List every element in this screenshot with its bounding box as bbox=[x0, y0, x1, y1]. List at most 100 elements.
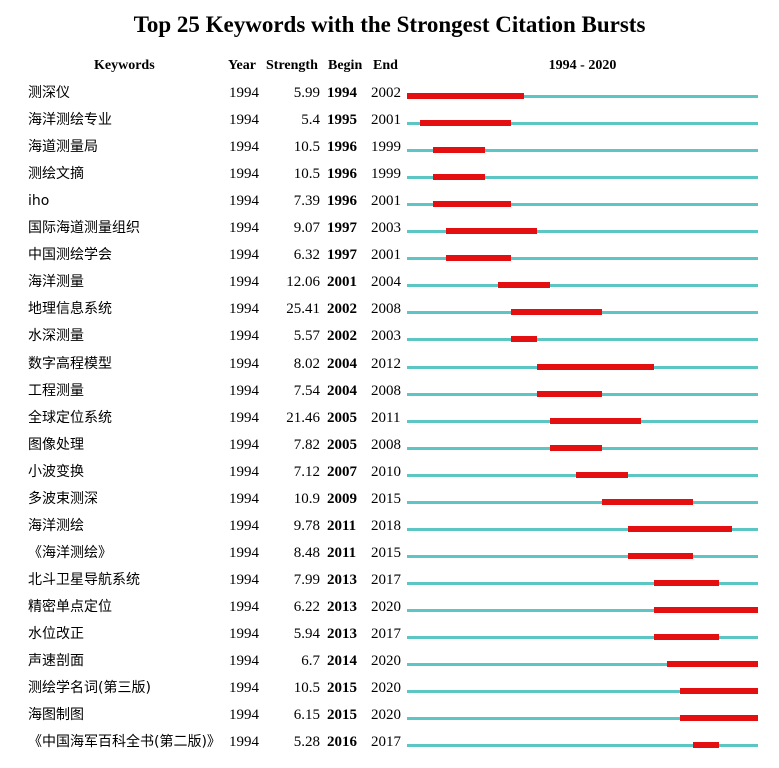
burst-bar bbox=[654, 634, 719, 640]
begin-cell: 2004 bbox=[327, 355, 357, 372]
year-cell: 1994 bbox=[229, 734, 259, 751]
timeline-track bbox=[407, 554, 758, 558]
end-cell: 2017 bbox=[371, 626, 401, 642]
header-keywords: Keywords bbox=[94, 58, 155, 73]
begin-cell: 2011 bbox=[327, 517, 357, 534]
begin-cell: 1997 bbox=[327, 220, 357, 237]
keyword-cell: 《中国海军百科全书(第二版)》 bbox=[28, 734, 221, 751]
burst-bar bbox=[628, 525, 732, 532]
begin-cell: 2001 bbox=[327, 274, 357, 291]
begin-cell: 1997 bbox=[327, 247, 357, 264]
strength-cell: 5.94 bbox=[293, 626, 320, 642]
table-row: 全球定位系统 1994 21.46 2005 2011 bbox=[0, 405, 779, 432]
table-row: 小波变换 1994 7.12 2007 2010 bbox=[0, 459, 779, 486]
header-strength: Strength bbox=[266, 58, 318, 73]
keyword-cell: 水深测量 bbox=[28, 328, 84, 345]
table-row: 测绘文摘 1994 10.5 1996 1999 bbox=[0, 161, 779, 188]
timeline-track bbox=[407, 744, 758, 748]
end-cell: 2017 bbox=[371, 734, 401, 751]
end-cell: 2002 bbox=[371, 85, 401, 101]
burst-bar bbox=[537, 390, 602, 397]
end-cell: 2008 bbox=[371, 436, 401, 453]
timeline-track bbox=[407, 527, 758, 531]
keyword-cell: 中国测绘学会 bbox=[28, 247, 112, 264]
timeline-track bbox=[407, 338, 758, 342]
keyword-cell: 国际海道测量组织 bbox=[28, 220, 140, 237]
strength-cell: 7.82 bbox=[293, 436, 320, 453]
year-cell: 1994 bbox=[229, 598, 259, 615]
table-row: 《海洋测绘》 1994 8.48 2011 2015 bbox=[0, 540, 779, 567]
burst-bar bbox=[654, 579, 719, 586]
keyword-cell: 海洋测量 bbox=[28, 274, 84, 291]
end-cell: 1999 bbox=[371, 166, 401, 183]
timeline-track bbox=[407, 663, 758, 667]
end-cell: 2017 bbox=[371, 571, 401, 588]
end-cell: 2020 bbox=[371, 653, 401, 670]
keyword-cell: 《海洋测绘》 bbox=[28, 544, 112, 561]
table-row: 声速剖面 1994 6.7 2014 2020 bbox=[0, 648, 779, 675]
year-cell: 1994 bbox=[229, 328, 259, 345]
timeline-track bbox=[407, 717, 758, 721]
begin-cell: 2013 bbox=[327, 626, 357, 642]
table-row: 水位改正 1994 5.94 2013 2017 bbox=[0, 621, 779, 648]
table-row: 中国测绘学会 1994 6.32 1997 2001 bbox=[0, 242, 779, 269]
burst-bar bbox=[407, 93, 524, 99]
timeline-track bbox=[407, 203, 758, 207]
burst-bar bbox=[693, 742, 719, 749]
table-row: 北斗卫星导航系统 1994 7.99 2013 2017 bbox=[0, 567, 779, 594]
keyword-cell: 北斗卫星导航系统 bbox=[28, 571, 140, 588]
strength-cell: 7.39 bbox=[293, 193, 320, 210]
timeline-track bbox=[407, 690, 758, 694]
year-cell: 1994 bbox=[229, 436, 259, 453]
burst-bar bbox=[420, 120, 511, 127]
burst-bar bbox=[498, 282, 550, 289]
burst-bar bbox=[446, 255, 511, 262]
end-cell: 1999 bbox=[371, 139, 401, 156]
end-cell: 2004 bbox=[371, 274, 401, 291]
end-cell: 2003 bbox=[371, 328, 401, 345]
strength-cell: 25.41 bbox=[286, 301, 320, 318]
year-cell: 1994 bbox=[229, 220, 259, 237]
strength-cell: 5.99 bbox=[293, 85, 320, 101]
burst-bar bbox=[511, 336, 537, 343]
year-cell: 1994 bbox=[229, 112, 259, 129]
timeline-track bbox=[407, 230, 758, 234]
table-row: 海洋测绘专业 1994 5.4 1995 2001 bbox=[0, 107, 779, 134]
strength-cell: 7.99 bbox=[293, 571, 320, 588]
begin-cell: 1995 bbox=[327, 112, 357, 129]
begin-cell: 2015 bbox=[327, 680, 357, 697]
timeline-track bbox=[407, 581, 758, 585]
keyword-cell: 海洋测绘 bbox=[28, 517, 84, 534]
burst-bar bbox=[576, 471, 628, 478]
chart-title: Top 25 Keywords with the Strongest Citat… bbox=[133, 12, 646, 37]
burst-bar bbox=[433, 174, 485, 181]
burst-bar bbox=[628, 552, 693, 559]
year-cell: 1994 bbox=[229, 571, 259, 588]
table-row: 多波束测深 1994 10.9 2009 2015 bbox=[0, 486, 779, 513]
table-row: 海洋测绘 1994 9.78 2011 2018 bbox=[0, 513, 779, 540]
strength-cell: 10.5 bbox=[293, 166, 320, 183]
table-row: iho 1994 7.39 1996 2001 bbox=[0, 188, 779, 215]
burst-bar bbox=[602, 498, 693, 505]
timeline-track bbox=[407, 176, 758, 180]
strength-cell: 7.12 bbox=[293, 463, 320, 480]
year-cell: 1994 bbox=[229, 301, 259, 318]
burst-bar bbox=[654, 606, 758, 613]
table-row: 精密单点定位 1994 6.22 2013 2020 bbox=[0, 594, 779, 621]
burst-bar bbox=[446, 228, 537, 235]
begin-cell: 2009 bbox=[327, 490, 357, 507]
strength-cell: 8.48 bbox=[293, 544, 320, 561]
end-cell: 2008 bbox=[371, 301, 401, 318]
strength-cell: 21.46 bbox=[286, 409, 320, 426]
strength-cell: 6.32 bbox=[293, 247, 320, 264]
table-row: 测绘学名词(第三版) 1994 10.5 2015 2020 bbox=[0, 675, 779, 702]
keyword-cell: 工程测量 bbox=[28, 382, 84, 399]
table-row: 国际海道测量组织 1994 9.07 1997 2003 bbox=[0, 215, 779, 242]
begin-cell: 2004 bbox=[327, 382, 357, 399]
header-end: End bbox=[373, 58, 398, 73]
keyword-cell: 地理信息系统 bbox=[28, 301, 112, 318]
strength-cell: 9.07 bbox=[293, 220, 320, 237]
timeline-track bbox=[407, 95, 758, 98]
keyword-cell: iho bbox=[28, 193, 50, 210]
keyword-cell: 多波束测深 bbox=[28, 490, 98, 507]
